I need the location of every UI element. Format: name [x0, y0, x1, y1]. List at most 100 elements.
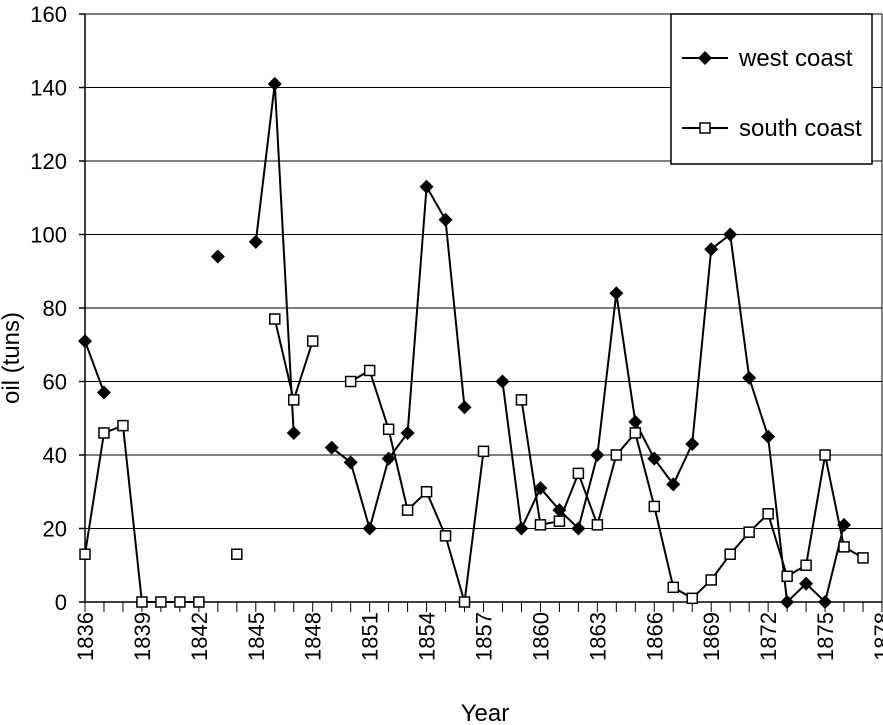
- legend-box: [670, 13, 873, 165]
- data-point-west-coast: [419, 179, 434, 194]
- data-point-south-coast: [629, 427, 642, 439]
- data-point-west-coast: [704, 242, 719, 257]
- data-point-south-coast: [705, 574, 717, 586]
- x-tick-label: 1839: [130, 612, 155, 661]
- data-point-south-coast: [98, 427, 110, 439]
- data-point-west-coast: [267, 76, 282, 91]
- series-west-coast: [78, 76, 852, 609]
- data-point-west-coast: [647, 451, 662, 466]
- x-tick-label: 1857: [472, 612, 497, 661]
- y-axis-title: oil (tuns): [0, 312, 25, 404]
- y-tick-label: 140: [30, 76, 67, 101]
- series-line-west-coast: [331, 183, 466, 533]
- x-tick-label: 1869: [699, 612, 724, 661]
- series-line-south-coast: [273, 318, 314, 404]
- y-tick-label: 100: [30, 223, 67, 248]
- data-point-south-coast: [363, 364, 376, 377]
- data-point-west-coast: [495, 374, 510, 389]
- data-point-west-coast: [571, 521, 586, 536]
- data-point-south-coast: [534, 519, 547, 531]
- series-line-south-coast: [84, 424, 199, 603]
- y-tick-label: 0: [55, 590, 67, 615]
- data-point-west-coast: [210, 249, 225, 264]
- data-point-west-coast: [381, 451, 396, 466]
- data-point-south-coast: [610, 449, 623, 461]
- data-point-south-coast: [819, 449, 831, 461]
- data-point-west-coast: [343, 455, 358, 470]
- data-point-west-coast: [685, 436, 700, 451]
- x-tick-label: 1875: [813, 612, 838, 661]
- series-south-coast: [79, 313, 869, 608]
- legend-marker-west-coast: [698, 51, 712, 65]
- data-point-west-coast: [761, 429, 776, 444]
- data-point-west-coast: [438, 212, 453, 227]
- data-point-south-coast: [515, 394, 528, 406]
- x-tick-label: 1842: [187, 612, 212, 661]
- data-point-south-coast: [838, 541, 850, 553]
- data-point-west-coast: [400, 425, 415, 440]
- data-point-west-coast: [362, 521, 377, 536]
- x-tick-label: 1863: [585, 612, 610, 661]
- y-tick-label: 60: [43, 370, 67, 395]
- data-point-south-coast: [591, 519, 604, 531]
- series-line-west-coast: [254, 83, 295, 434]
- series-group: [78, 76, 869, 609]
- data-point-south-coast: [762, 508, 774, 520]
- data-point-south-coast: [420, 486, 433, 498]
- gridlines: [85, 13, 882, 529]
- data-point-south-coast: [193, 596, 205, 608]
- data-point-south-coast: [231, 548, 243, 560]
- data-point-south-coast: [667, 581, 680, 594]
- data-point-west-coast: [628, 414, 643, 429]
- legend-label-west-coast: west coast: [738, 45, 853, 72]
- x-tick-label: 1848: [301, 612, 326, 661]
- data-point-south-coast: [306, 335, 319, 347]
- data-point-south-coast: [458, 596, 471, 608]
- data-point-south-coast: [857, 552, 869, 564]
- legend: west coast south coast: [670, 13, 873, 165]
- legend-label-south-coast: south coast: [739, 115, 862, 142]
- data-point-south-coast: [724, 548, 736, 560]
- data-point-south-coast: [572, 467, 585, 480]
- data-point-south-coast: [439, 530, 452, 542]
- data-point-south-coast: [269, 313, 281, 325]
- y-tick-label: 120: [30, 149, 67, 174]
- data-point-south-coast: [287, 394, 300, 406]
- y-tick-label: 40: [43, 443, 67, 468]
- data-point-south-coast: [800, 559, 812, 571]
- data-point-south-coast: [117, 419, 129, 432]
- data-point-south-coast: [174, 596, 186, 608]
- data-point-south-coast: [382, 423, 395, 436]
- series-line-west-coast: [84, 340, 105, 393]
- data-point-south-coast: [344, 375, 357, 388]
- data-point-west-coast: [590, 448, 605, 462]
- legend-marker-south-coast: [699, 122, 711, 134]
- data-point-south-coast: [553, 515, 566, 527]
- data-point-south-coast: [79, 548, 91, 560]
- data-point-south-coast: [781, 570, 793, 583]
- x-tick-label: 1845: [244, 612, 269, 661]
- x-tick-label: 1854: [415, 612, 440, 661]
- data-point-west-coast: [457, 400, 472, 415]
- data-point-west-coast: [533, 481, 548, 496]
- y-tick-label: 80: [43, 296, 67, 321]
- data-point-west-coast: [799, 576, 814, 591]
- data-point-west-coast: [609, 286, 624, 301]
- series-line-south-coast: [350, 369, 485, 603]
- data-point-west-coast: [666, 477, 681, 492]
- data-point-west-coast: [742, 370, 757, 385]
- data-point-west-coast: [723, 227, 738, 242]
- x-tick-label: 1866: [642, 612, 667, 661]
- data-point-south-coast: [743, 526, 755, 538]
- y-tick-label: 160: [30, 2, 67, 27]
- data-point-west-coast: [324, 440, 339, 455]
- data-point-south-coast: [477, 445, 490, 458]
- data-point-south-coast: [686, 592, 698, 605]
- data-point-west-coast: [78, 334, 92, 349]
- data-point-west-coast: [286, 425, 301, 440]
- data-point-south-coast: [648, 500, 661, 513]
- x-tick-label: 1872: [756, 612, 781, 661]
- y-tick-label: 20: [43, 517, 67, 542]
- series-line-west-coast: [501, 232, 845, 605]
